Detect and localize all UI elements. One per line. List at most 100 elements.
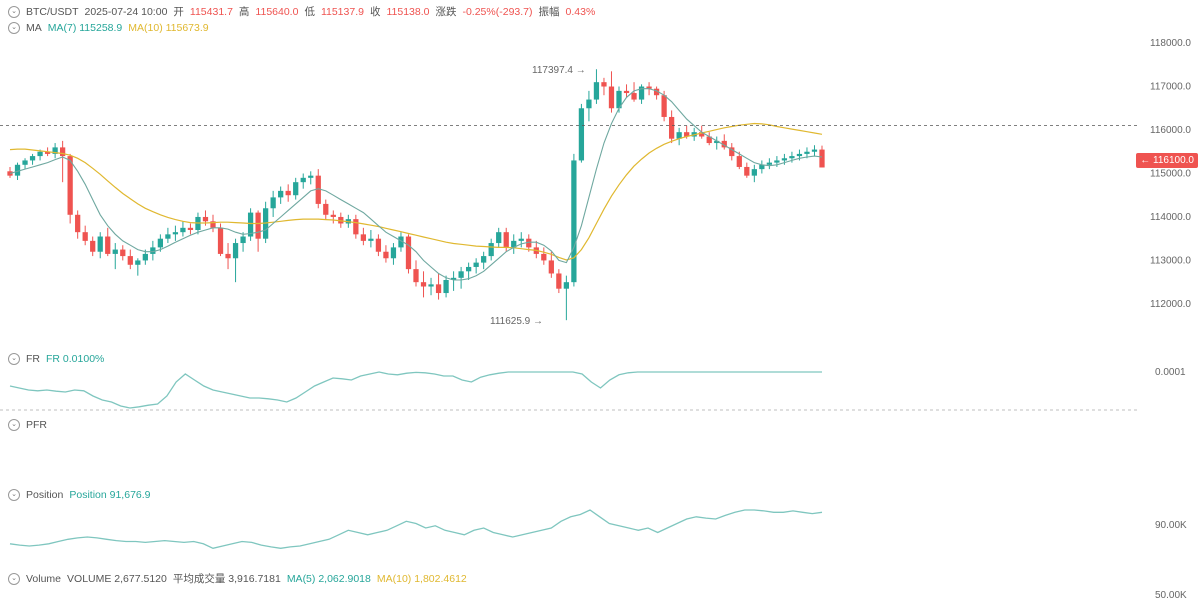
candle-body (420, 282, 427, 287)
candle (375, 234, 382, 257)
candle-body (751, 169, 757, 176)
fr-value: FR 0.0100% (46, 353, 105, 365)
candle-body (293, 182, 299, 196)
fr-collapse-chevron-icon[interactable]: ⌄ (8, 353, 20, 365)
candle (390, 243, 397, 265)
candle (608, 71, 615, 113)
candle (22, 158, 28, 170)
candle-body (315, 175, 321, 204)
candle-body (714, 140, 720, 144)
candle-body (729, 147, 735, 157)
candle (714, 136, 720, 150)
candle (368, 230, 374, 248)
candle (593, 69, 600, 104)
fr-legend: ⌄ FR FR 0.0100% (8, 353, 104, 365)
ma7-line (9, 88, 823, 281)
candle-body (165, 234, 171, 239)
candle-body (563, 282, 570, 289)
position-collapse-chevron-icon[interactable]: ⌄ (8, 489, 20, 501)
candle-body (526, 238, 532, 248)
price-tick-label: 115000.0 (1150, 168, 1191, 179)
candle (59, 140, 66, 183)
pfr-label: PFR (26, 419, 47, 431)
candle (435, 273, 442, 300)
candle-body (450, 277, 457, 280)
price-tick-label: 113000.0 (1150, 255, 1191, 266)
ma10-legend: MA(10) 115673.9 (128, 22, 209, 34)
candle (127, 249, 133, 270)
candle-body (14, 164, 21, 176)
candle-body (240, 236, 246, 244)
candle-body (511, 240, 517, 248)
fr-line (9, 371, 822, 409)
price-tick-label: 112000.0 (1150, 299, 1191, 310)
candle-body (811, 149, 818, 152)
amplitude-label: 振幅 (538, 6, 560, 18)
close-label: 收 (369, 6, 381, 18)
candle (804, 147, 810, 159)
candle (97, 232, 103, 259)
candle (157, 234, 164, 252)
candle-body (413, 269, 419, 283)
high-label: 高 (238, 6, 250, 18)
candle-body (646, 86, 652, 89)
current-price-tag: ← 116100.0 (1136, 153, 1198, 168)
volume-value: VOLUME 2,677.5120 (67, 572, 167, 585)
candle (443, 275, 449, 298)
candle-body (330, 214, 336, 217)
candle-body (383, 251, 389, 259)
candle-body (428, 284, 434, 287)
candle-body (781, 158, 788, 161)
candle (90, 236, 96, 257)
candle-body (75, 214, 81, 233)
candle (751, 164, 757, 183)
candle-body (120, 249, 126, 257)
candle-body (819, 149, 825, 168)
candle-body (368, 238, 374, 241)
candle-body (789, 156, 795, 159)
position-line (9, 509, 823, 549)
collapse-chevron-icon[interactable]: ⌄ (8, 5, 20, 18)
candle-body (804, 151, 810, 154)
candle (383, 245, 389, 263)
pfr-collapse-chevron-icon[interactable]: ⌄ (8, 419, 20, 431)
candle-body (187, 227, 194, 230)
volume-collapse-chevron-icon[interactable]: ⌄ (8, 572, 20, 585)
candle (338, 212, 344, 228)
candle (638, 84, 645, 104)
candle (631, 82, 637, 102)
candle (293, 177, 299, 200)
candle (330, 210, 336, 224)
candle-body (180, 227, 186, 233)
candle (360, 227, 367, 246)
candle-body (616, 90, 622, 109)
candle (300, 173, 306, 189)
candle-body (571, 160, 577, 283)
current-price-arrow-icon: ← (1140, 155, 1151, 166)
candle (458, 266, 464, 289)
candle-body (766, 162, 773, 165)
candle-body (232, 243, 239, 259)
price-tick-label: 118000.0 (1150, 38, 1191, 49)
candle-body (473, 262, 479, 267)
close-value: 115138.0 (386, 5, 430, 18)
candle (172, 225, 179, 241)
candle-body (82, 232, 88, 241)
volume-ma10: MA(10) 1,802.4612 (376, 572, 467, 585)
candle (150, 240, 156, 261)
position-value: Position 91,676.9 (69, 489, 151, 501)
candle-body (774, 160, 780, 163)
candle-body (112, 249, 118, 254)
ma10-line (9, 122, 823, 261)
ma-collapse-chevron-icon[interactable]: ⌄ (8, 22, 20, 34)
candle-body (668, 116, 675, 139)
volume-ma5: MA(5) 2,062.9018 (286, 572, 371, 585)
low-label: 低 (304, 6, 315, 18)
candle-body (435, 284, 442, 294)
candle-body (661, 95, 667, 117)
candle-body (556, 273, 562, 289)
candle (623, 84, 630, 98)
candle (548, 251, 554, 278)
candle-body (323, 203, 329, 215)
